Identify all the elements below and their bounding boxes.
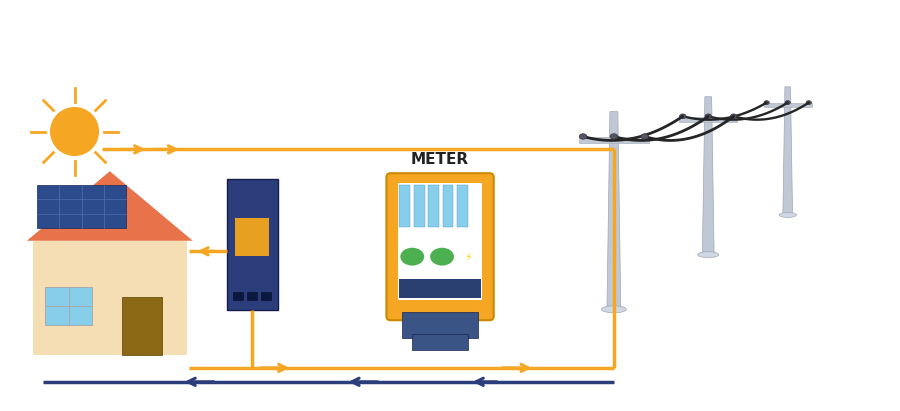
Ellipse shape xyxy=(610,134,617,139)
Bar xyxy=(45,287,93,325)
Bar xyxy=(32,241,187,355)
Bar xyxy=(399,183,482,300)
Bar xyxy=(402,312,478,338)
Circle shape xyxy=(50,108,98,155)
Bar xyxy=(236,218,269,256)
Ellipse shape xyxy=(430,248,454,266)
Text: ⚡: ⚡ xyxy=(464,254,472,263)
Ellipse shape xyxy=(785,101,790,104)
Polygon shape xyxy=(702,97,715,256)
Bar xyxy=(400,185,410,227)
Bar xyxy=(248,292,257,300)
FancyBboxPatch shape xyxy=(386,173,494,320)
Bar xyxy=(122,298,162,355)
Bar xyxy=(579,137,649,143)
Ellipse shape xyxy=(764,101,770,104)
Ellipse shape xyxy=(400,248,424,266)
Ellipse shape xyxy=(580,134,587,139)
Polygon shape xyxy=(607,112,621,310)
Bar xyxy=(227,179,278,310)
Bar xyxy=(428,185,439,227)
Bar xyxy=(412,334,468,350)
Ellipse shape xyxy=(731,114,737,119)
Bar xyxy=(764,103,812,107)
Bar xyxy=(261,292,271,300)
Ellipse shape xyxy=(698,252,719,258)
Bar xyxy=(457,185,468,227)
Ellipse shape xyxy=(680,114,686,119)
Ellipse shape xyxy=(705,114,712,119)
Ellipse shape xyxy=(806,101,812,104)
Bar xyxy=(37,185,126,228)
Polygon shape xyxy=(27,171,193,241)
Ellipse shape xyxy=(601,306,626,313)
Bar xyxy=(400,279,481,298)
Polygon shape xyxy=(783,87,793,216)
Bar xyxy=(443,185,454,227)
Bar xyxy=(680,117,737,122)
Text: METER: METER xyxy=(411,152,469,167)
Ellipse shape xyxy=(641,134,649,139)
Ellipse shape xyxy=(779,212,796,217)
Bar xyxy=(414,185,425,227)
Bar xyxy=(233,292,243,300)
